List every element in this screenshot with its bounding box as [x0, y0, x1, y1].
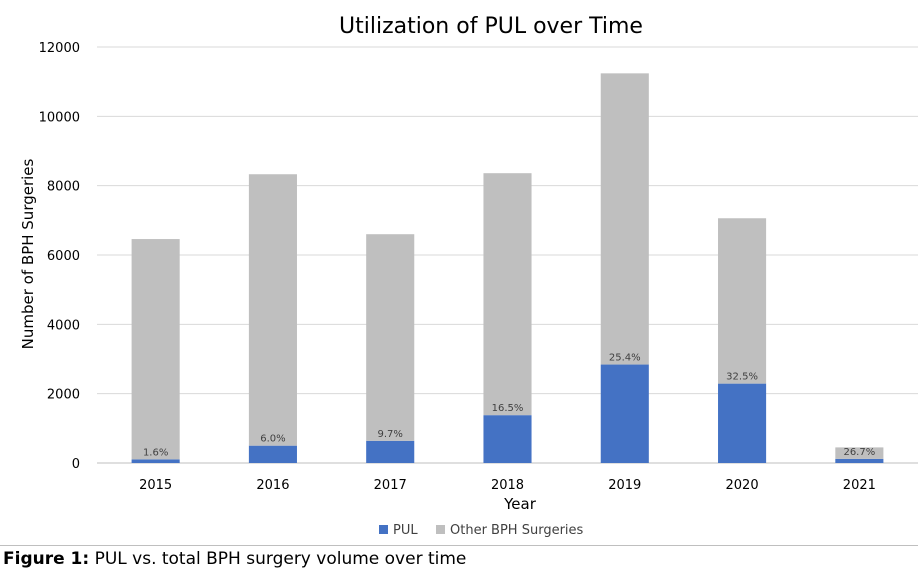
- x-tick-label: 2018: [491, 478, 524, 493]
- bar-other: [483, 173, 532, 416]
- bar-other: [131, 239, 180, 460]
- legend-label-pul: PUL: [393, 523, 418, 538]
- bar-other: [248, 174, 297, 446]
- data-label: 25.4%: [609, 353, 641, 364]
- figure-caption: Figure 1: PUL vs. total BPH surgery volu…: [0, 545, 918, 572]
- y-tick-labels: 0 2000 4000 6000 8000 10000 12000: [39, 41, 80, 472]
- y-tick-label: 8000: [47, 180, 80, 195]
- chart-title: Utilization of PUL over Time: [339, 14, 643, 39]
- data-label: 9.7%: [378, 429, 403, 440]
- x-tick-label: 2020: [726, 478, 759, 493]
- bar-pul: [366, 440, 415, 463]
- caption-text: PUL vs. total BPH surgery volume over ti…: [89, 549, 467, 569]
- data-label: 32.5%: [726, 372, 758, 383]
- bar-pul: [718, 383, 767, 463]
- x-tick-label: 2019: [608, 478, 641, 493]
- bar-pul: [131, 459, 180, 463]
- bar-other: [366, 234, 415, 441]
- bar-pul: [835, 458, 884, 463]
- data-label: 1.6%: [143, 447, 168, 458]
- y-tick-label: 6000: [47, 249, 80, 264]
- x-tick-label: 2016: [256, 478, 289, 493]
- y-tick-label: 0: [72, 457, 80, 472]
- data-label: 6.0%: [260, 434, 285, 445]
- y-tick-label: 10000: [39, 110, 80, 125]
- bar-pul: [483, 415, 532, 463]
- bars: [131, 73, 884, 463]
- legend-swatch-pul: [379, 525, 388, 534]
- bar-other: [835, 447, 884, 459]
- x-axis-label: Year: [503, 495, 537, 513]
- data-label: 26.7%: [843, 447, 875, 458]
- y-tick-label: 4000: [47, 318, 80, 333]
- bar-other: [600, 73, 649, 365]
- bar-pul: [600, 364, 649, 463]
- y-tick-label: 2000: [47, 388, 80, 403]
- x-tick-label: 2015: [139, 478, 172, 493]
- data-label: 16.5%: [492, 403, 524, 414]
- data-labels: 1.6% 6.0% 9.7% 16.5% 25.4% 32.5% 26.7%: [143, 353, 875, 459]
- legend: PUL Other BPH Surgeries: [379, 523, 584, 538]
- legend-swatch-other: [436, 525, 445, 534]
- x-tick-label: 2021: [843, 478, 876, 493]
- y-tick-label: 12000: [39, 41, 80, 56]
- x-tick-labels: 2015 2016 2017 2018 2019 2020 2021: [139, 478, 876, 493]
- x-tick-label: 2017: [374, 478, 407, 493]
- legend-label-other: Other BPH Surgeries: [450, 523, 584, 538]
- bar-pul: [248, 445, 297, 463]
- y-axis-label: Number of BPH Surgeries: [19, 158, 37, 349]
- caption-label: Figure 1:: [3, 549, 90, 569]
- bar-other: [718, 218, 767, 384]
